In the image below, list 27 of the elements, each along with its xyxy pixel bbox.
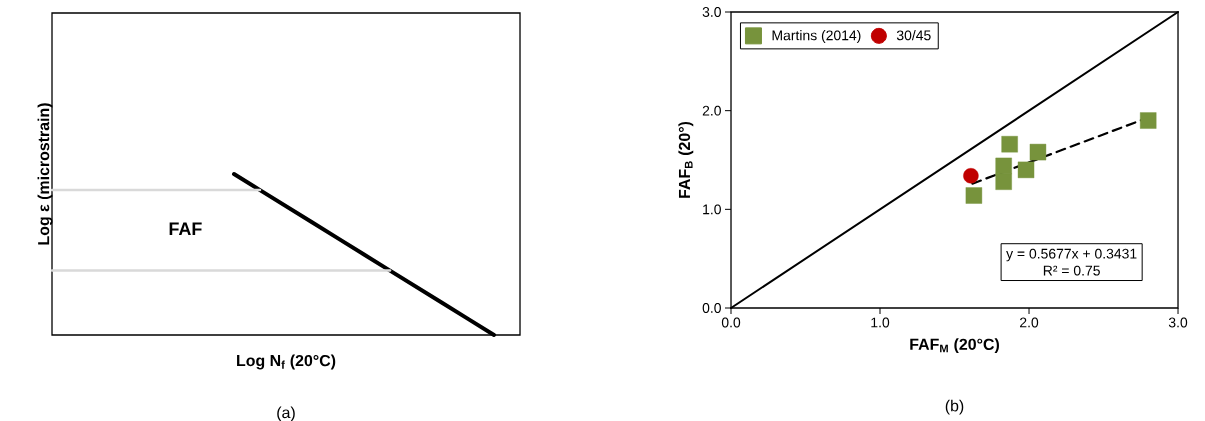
x-tick-label: 1.0	[871, 317, 890, 328]
legend-label: 30/45	[896, 30, 931, 41]
point	[995, 173, 1012, 190]
point	[1029, 143, 1047, 161]
annotation: y = 0.5677x + 0.3431	[1006, 248, 1137, 262]
x-tick-label: 0.0	[721, 317, 741, 328]
y-axis-title: Log ε (microstrain)	[37, 103, 53, 245]
y-tick-label: 3.0	[702, 7, 721, 17]
point	[995, 157, 1012, 175]
y-tick-label: 1.0	[703, 204, 721, 215]
y-tick-label: 2.0	[702, 105, 721, 116]
legend-label: Martins (2014)	[772, 30, 861, 44]
point	[1001, 136, 1018, 153]
annotation: R² = 0.75	[1043, 265, 1100, 276]
point	[963, 168, 979, 184]
point	[1140, 112, 1157, 129]
text: (b)	[945, 399, 964, 415]
x-axis-title: FAF$_{M}$ (20°C)	[910, 338, 999, 354]
y-axis-title: FAF$_{B}$ (20°)	[678, 121, 694, 198]
point	[1017, 161, 1035, 179]
x-tick-label: 3.0	[1168, 317, 1188, 328]
text: (a)	[277, 406, 295, 421]
x-axis-title: Log N$_{f}$ (20°C)	[237, 354, 336, 370]
annotation: FAF	[169, 222, 202, 235]
x-tick-label: 2.0	[1020, 317, 1039, 328]
y-tick-label: 0.0	[702, 303, 721, 313]
point	[965, 187, 983, 204]
